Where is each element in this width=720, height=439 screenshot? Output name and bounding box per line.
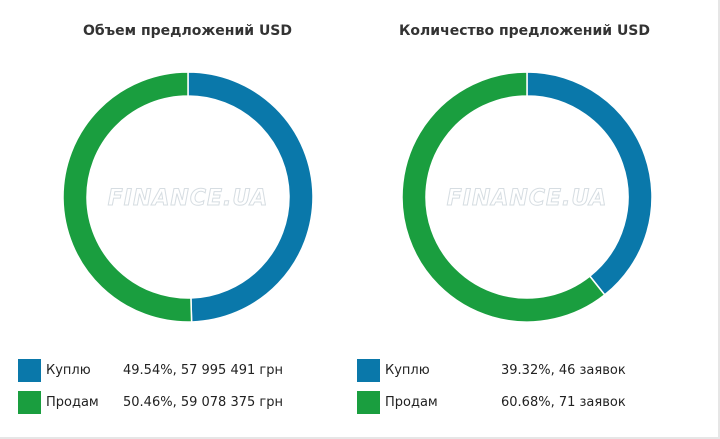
chart-title: Количество предложений USD bbox=[398, 23, 651, 39]
legend-label: Продам bbox=[385, 395, 438, 410]
chart-title: Объем предложений USD bbox=[82, 23, 293, 39]
volume-chart-panel: Объем предложений USD FINANCE.UA Куплю 4… bbox=[18, 23, 314, 414]
legend-value: 49.54%, 57 995 491 грн bbox=[123, 363, 283, 378]
legend-value: 60.68%, 71 заявок bbox=[501, 395, 626, 410]
legend-swatch-buy bbox=[18, 359, 41, 382]
watermark-logo: FINANCE.UA bbox=[447, 186, 608, 211]
legend-swatch-buy bbox=[357, 359, 380, 382]
legend-value: 50.46%, 59 078 375 грн bbox=[123, 395, 283, 410]
legend-label: Куплю bbox=[46, 363, 91, 378]
legend-swatch-sell bbox=[18, 391, 41, 414]
donut-slice-buy[interactable] bbox=[526, 71, 653, 296]
count-chart-panel: Количество предложений USD FINANCE.UA Ку… bbox=[340, 0, 700, 439]
legend-swatch-sell bbox=[357, 391, 380, 414]
legend-value: 39.32%, 46 заявок bbox=[501, 363, 626, 378]
legend-label: Продам bbox=[46, 395, 99, 410]
legend-label: Куплю bbox=[385, 363, 430, 378]
donut-slice-sell[interactable] bbox=[62, 71, 193, 323]
donut-slice-sell[interactable] bbox=[401, 71, 606, 323]
watermark-logo: FINANCE.UA bbox=[108, 186, 269, 211]
donut-chart-volume: FINANCE.UA bbox=[62, 71, 314, 323]
donut-chart-count: FINANCE.UA bbox=[401, 71, 653, 323]
